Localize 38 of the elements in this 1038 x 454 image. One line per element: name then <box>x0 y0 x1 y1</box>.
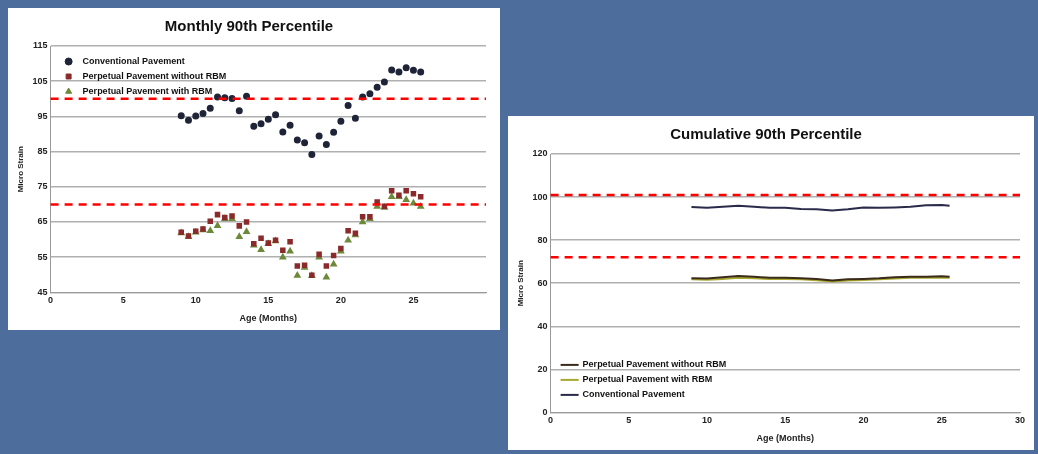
y-axis-title: Micro Strain <box>16 145 25 193</box>
y-tick-label: 75 <box>37 181 48 192</box>
x-tick-label: 5 <box>626 415 632 426</box>
x-tick-label: 20 <box>335 295 346 306</box>
chart-title: Monthly 90th Percentile <box>164 17 334 35</box>
x-tick-label: 10 <box>702 415 713 426</box>
legend-label: Perpetual Pavement with RBM <box>582 374 713 385</box>
y-tick-label: 95 <box>37 110 48 121</box>
x-tick-label: 25 <box>936 415 947 426</box>
y-tick-label: 115 <box>33 40 48 51</box>
y-tick-label: 45 <box>37 286 48 297</box>
y-axis-title: Micro Strain <box>516 259 525 307</box>
x-axis-title: Age (Months) <box>756 433 815 444</box>
y-tick-label: 20 <box>537 363 548 374</box>
y-tick-label: 100 <box>532 191 548 202</box>
x-axis-title: Age (Months) <box>239 313 298 324</box>
legend-label: Perpetual Pavement without RBM <box>582 359 727 370</box>
legend-label: Perpetual Pavement with RBM <box>82 85 213 96</box>
legend-label: Perpetual Pavement without RBM <box>82 70 227 81</box>
y-tick-label: 105 <box>32 75 48 86</box>
y-tick-label: 80 <box>537 234 548 245</box>
legend-label: Conventional Pavement <box>582 389 685 400</box>
y-tick-label: 40 <box>537 320 548 331</box>
y-tick-label: 55 <box>37 251 48 262</box>
y-tick-label: 65 <box>37 216 48 227</box>
legend-label: Conventional Pavement <box>82 55 185 66</box>
x-tick-label: 15 <box>780 415 791 426</box>
x-tick-label: 20 <box>858 415 869 426</box>
y-tick-label: 85 <box>37 146 48 157</box>
y-tick-label: 0 <box>542 406 548 417</box>
x-tick-label: 25 <box>408 295 419 306</box>
y-tick-label: 60 <box>537 277 548 288</box>
x-tick-label: 30 <box>1014 415 1026 426</box>
x-tick-label: 5 <box>120 295 126 306</box>
y-tick-label: 120 <box>532 148 548 159</box>
x-tick-label: 15 <box>263 295 274 306</box>
chart-title: Cumulative 90th Percentile <box>670 125 862 143</box>
x-tick-label: 10 <box>190 295 201 306</box>
